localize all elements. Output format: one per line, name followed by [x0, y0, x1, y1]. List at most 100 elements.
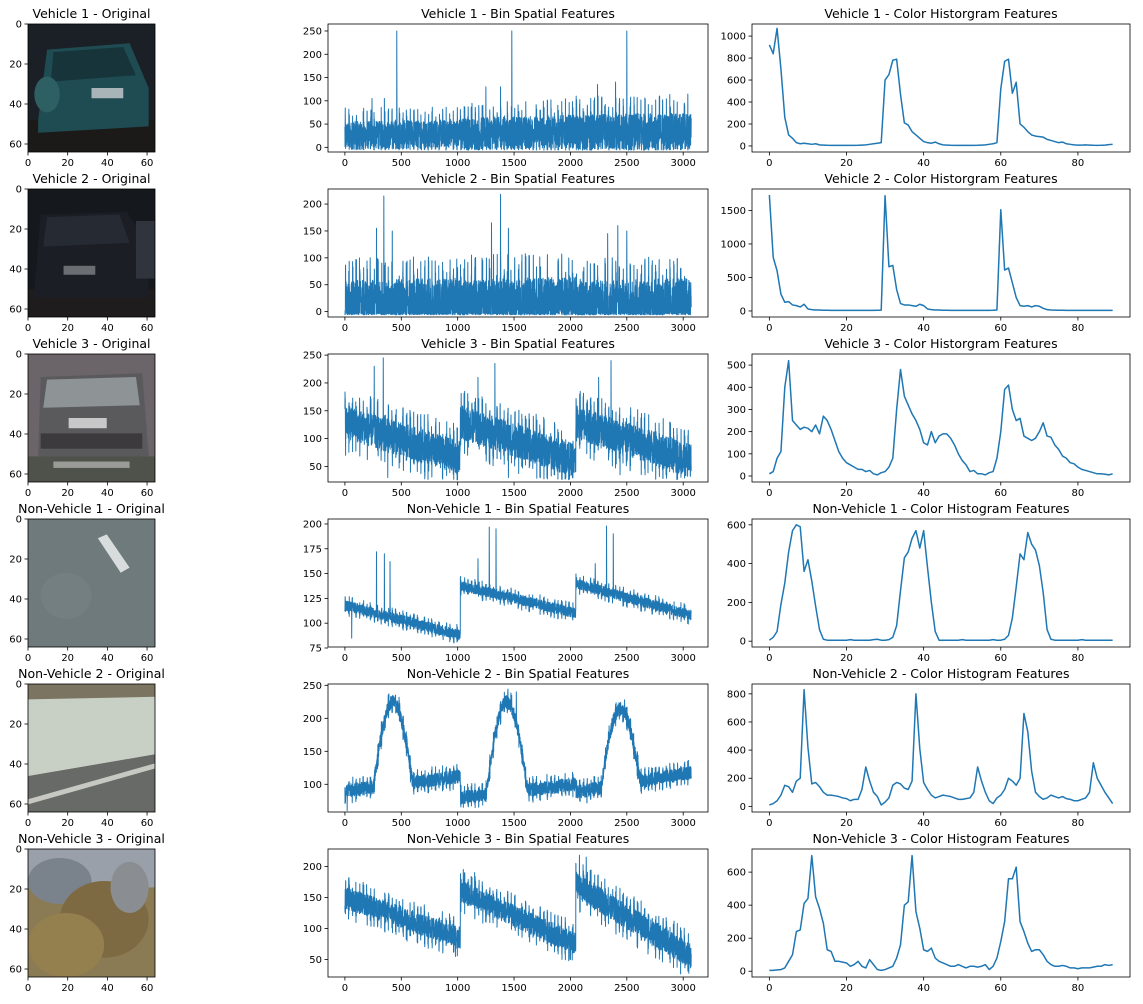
x-tick-label: 3000	[670, 323, 695, 334]
y-tick-label: 60	[9, 470, 22, 481]
y-tick-label: 0	[16, 845, 22, 856]
x-tick-label: 1500	[501, 818, 526, 829]
x-tick-label: 2500	[614, 323, 639, 334]
y-tick-label: 20	[9, 390, 22, 401]
axes-frame	[751, 23, 1131, 153]
y-tick-label: 1500	[721, 206, 746, 217]
x-tick-label: 0	[25, 158, 31, 169]
x-tick-label: 500	[392, 323, 411, 334]
y-tick-label: 60	[9, 305, 22, 316]
axes-frame	[751, 353, 1131, 483]
x-tick-label: 0	[766, 653, 772, 664]
x-tick-label: 1000	[445, 158, 470, 169]
y-tick-label: 0	[16, 350, 22, 361]
x-tick-label: 500	[392, 653, 411, 664]
x-tick-label: 2500	[614, 653, 639, 664]
y-tick-label: 100	[303, 924, 322, 935]
x-tick-label: 1500	[501, 983, 526, 994]
x-tick-label: 40	[917, 158, 930, 169]
series-line	[344, 525, 692, 644]
subplot-5-3: Non-Vehicle 2 - Color Histogram Features…	[727, 666, 1131, 829]
x-tick-label: 20	[61, 653, 74, 664]
y-tick-label: 40	[9, 430, 22, 441]
y-tick-label: 200	[303, 519, 322, 530]
x-tick-label: 20	[61, 323, 74, 334]
x-tick-label: 80	[1072, 323, 1085, 334]
x-tick-label: 0	[25, 983, 31, 994]
x-tick-label: 3000	[670, 983, 695, 994]
x-tick-label: 40	[101, 983, 114, 994]
y-tick-label: 600	[727, 76, 746, 87]
x-tick-label: 2000	[558, 983, 583, 994]
y-tick-label: 150	[303, 73, 322, 84]
non-vehicle-3-trees-icon	[28, 849, 155, 977]
axes-frame	[327, 518, 709, 648]
y-tick-label: 200	[303, 50, 322, 61]
x-tick-label: 0	[766, 983, 772, 994]
subplot-6-3: Non-Vehicle 3 - Color Histogram Features…	[727, 831, 1131, 994]
series-line	[768, 27, 1113, 147]
vehicle-2-rear-car-dark-icon	[28, 189, 155, 317]
x-tick-label: 500	[392, 488, 411, 499]
subplot-title: Vehicle 3 - Bin Spatial Features	[421, 336, 615, 351]
subplot-title: Vehicle 1 - Color Historgram Features	[824, 6, 1057, 21]
x-tick-label: 1500	[501, 323, 526, 334]
x-tick-label: 2000	[558, 158, 583, 169]
x-tick-label: 1000	[445, 818, 470, 829]
axes-frame	[327, 188, 709, 318]
y-tick-label: 0	[16, 680, 22, 691]
axes-frame	[751, 848, 1131, 978]
y-tick-label: 50	[309, 955, 322, 966]
series-line	[768, 524, 1113, 641]
subplot-title: Vehicle 2 - Bin Spatial Features	[421, 171, 615, 186]
y-tick-label: 40	[9, 925, 22, 936]
y-tick-label: 175	[303, 544, 322, 555]
x-tick-label: 60	[141, 818, 154, 829]
y-tick-label: 1000	[721, 32, 746, 43]
x-tick-label: 60	[994, 158, 1007, 169]
subplot-title: Non-Vehicle 1 - Bin Spatial Features	[407, 501, 630, 516]
y-tick-label: 20	[9, 60, 22, 71]
y-tick-label: 0	[740, 967, 746, 978]
axes-frame	[751, 683, 1131, 813]
x-tick-label: 3000	[670, 653, 695, 664]
y-tick-label: 200	[303, 378, 322, 389]
x-tick-label: 20	[840, 818, 853, 829]
x-tick-label: 20	[61, 158, 74, 169]
axes-frame	[27, 848, 156, 978]
x-tick-label: 80	[1072, 818, 1085, 829]
y-tick-label: 50	[309, 120, 322, 131]
subplot-title: Non-Vehicle 2 - Original	[18, 666, 165, 681]
subplot-1-3: Vehicle 1 - Color Historgram Features 0 20…	[721, 6, 1131, 169]
subplot-4-2: Non-Vehicle 1 - Bin Spatial Features 0 500…	[303, 501, 709, 664]
x-tick-label: 3000	[670, 158, 695, 169]
x-tick-label: 500	[392, 983, 411, 994]
x-tick-label: 40	[917, 818, 930, 829]
y-tick-label: 250	[303, 681, 322, 692]
y-tick-label: 200	[727, 119, 746, 130]
y-tick-label: 40	[9, 100, 22, 111]
x-tick-label: 1000	[445, 323, 470, 334]
y-tick-label: 75	[309, 643, 322, 654]
x-tick-label: 0	[25, 488, 31, 499]
x-tick-label: 500	[392, 158, 411, 169]
y-tick-label: 20	[9, 885, 22, 896]
vehicle-3-rear-car-grey-icon	[28, 354, 155, 482]
y-tick-label: 60	[9, 800, 22, 811]
y-tick-label: 100	[727, 449, 746, 460]
series-line	[768, 194, 1113, 312]
y-tick-label: 150	[303, 226, 322, 237]
y-tick-label: 600	[727, 717, 746, 728]
y-tick-label: 800	[727, 689, 746, 700]
x-tick-label: 60	[141, 653, 154, 664]
x-tick-label: 60	[141, 983, 154, 994]
y-tick-label: 100	[303, 619, 322, 630]
x-tick-label: 40	[917, 323, 930, 334]
y-tick-label: 100	[303, 96, 322, 107]
subplot-title: Vehicle 1 - Bin Spatial Features	[421, 6, 615, 21]
